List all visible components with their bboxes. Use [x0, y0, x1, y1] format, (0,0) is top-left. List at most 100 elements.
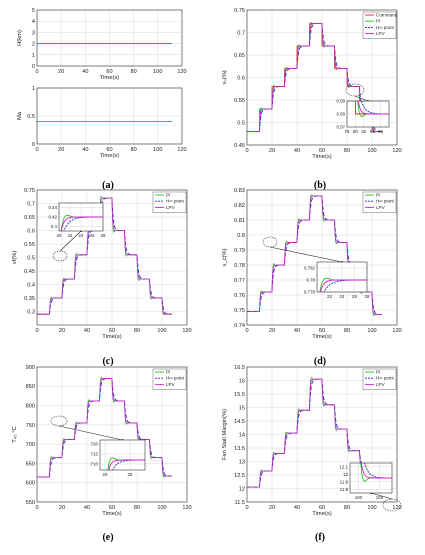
- panel-label-d: (d): [314, 356, 326, 367]
- panel-label-e: (e): [102, 532, 113, 543]
- y-axis-label: νf(%): [12, 251, 18, 265]
- y-tick-label: 0.81: [234, 218, 245, 224]
- x-tick-label: 22: [327, 294, 332, 299]
- legend-entry: LPV: [166, 205, 176, 210]
- y-tick-label: 5: [32, 8, 35, 14]
- x-tick-label: 100: [367, 328, 376, 334]
- y-tick-label: 0.79: [234, 248, 245, 254]
- y-tick-label: 11.8: [340, 487, 349, 492]
- axes-frame: [58, 202, 104, 232]
- x-tick-label: 120: [182, 505, 191, 511]
- axes-f-inset: 100 105 11.8 11.9 12 12.1: [339, 462, 393, 500]
- y-tick-label: 0.42: [48, 215, 57, 220]
- x-tick-label: 120: [177, 147, 186, 153]
- axes-d-inset: 22 24 26 28 0.778 0.78 0.782: [304, 261, 370, 299]
- y-tick-label: 12: [239, 486, 245, 492]
- panel-label-c: (c): [102, 356, 113, 367]
- inset-series-lpv: [319, 279, 367, 292]
- x-tick-label: 80: [344, 505, 350, 511]
- x-tick-label: 84: [370, 129, 375, 134]
- y-tick-label: 0.78: [234, 263, 245, 269]
- y-tick-label: 16: [239, 378, 245, 384]
- axes-e: 0 20 40 60 80 100 120 550 600 650 700 750 800 850 900 T…: [12, 365, 192, 517]
- plot-area: [100, 440, 145, 470]
- x-tick-label: 120: [182, 328, 191, 334]
- axes-e-inset: 20 25 710 715 720: [91, 439, 146, 477]
- y-tick-label: 0.45: [24, 269, 35, 275]
- x-tick-label: 80: [344, 148, 350, 154]
- zoom-arrow: [58, 425, 123, 441]
- axes-b-inset: 78 80 82 84 86 0.57 0.58 0.59: [336, 99, 390, 134]
- x-tick-label: 24: [340, 294, 345, 299]
- x-tick-label: 0: [245, 505, 248, 511]
- x-tick-label: 60: [106, 69, 112, 75]
- y-tick-label: 650: [26, 461, 35, 467]
- axes-d: 0 20 40 60 80 100 120 0.74 0.75 0.76 0.77 0.78 0.79 0…: [222, 188, 402, 340]
- axes-frame: [349, 462, 393, 494]
- y-tick-label: 13: [239, 459, 245, 465]
- axes-frame: [346, 100, 390, 128]
- x-tick-label: 0: [245, 148, 248, 154]
- y-tick-label: 600: [26, 481, 35, 487]
- legend-entry: H∞ point: [166, 199, 185, 204]
- y-tick-label: 0.3: [27, 309, 35, 315]
- y-tick-label: 11.9: [340, 479, 349, 484]
- axes-frame: [246, 9, 398, 146]
- y-tick-label: 12.1: [339, 464, 348, 469]
- zoom-ring: [262, 236, 278, 248]
- x-tick-label: 40: [294, 505, 300, 511]
- x-axis-label: Time(s): [312, 511, 331, 517]
- y-tick-label: 715: [91, 452, 99, 457]
- x-tick-label: 20: [59, 505, 65, 511]
- axes-frame: [36, 87, 183, 145]
- x-axis-label: Time(s): [102, 334, 121, 340]
- x-tick-label: 40: [294, 148, 300, 154]
- y-tick-label: 0.59: [336, 99, 345, 104]
- y-tick-label: 0.65: [234, 53, 245, 59]
- x-axis-label: Time(s): [100, 75, 119, 81]
- legend-entry: PI: [376, 370, 380, 375]
- y-tick-label: 0.55: [234, 98, 245, 104]
- legend-entry: LPV: [166, 382, 176, 387]
- x-tick-label: 78: [345, 129, 350, 134]
- x-tick-label: 25: [128, 472, 133, 477]
- x-tick-label: 0: [35, 505, 38, 511]
- y-tick-label: 0.77: [234, 278, 245, 284]
- y-tick-label: 710: [91, 462, 99, 467]
- x-axis-label: Time(s): [102, 511, 121, 517]
- x-tick-label: 0: [245, 328, 248, 334]
- y-tick-label: 0.8: [237, 233, 245, 239]
- y-tick-label: 13.5: [234, 446, 245, 452]
- y-tick-label: 0.65: [24, 215, 35, 221]
- x-tick-label: 20: [58, 147, 64, 153]
- x-tick-label: 20: [103, 472, 108, 477]
- y-tick-label: 0.782: [304, 266, 316, 271]
- x-tick-label: 100: [153, 147, 162, 153]
- y-tick-label: 0.55: [24, 242, 35, 248]
- x-tick-label: 60: [109, 505, 115, 511]
- inset-series-lpv: [357, 101, 389, 115]
- x-tick-label: 40: [294, 328, 300, 334]
- y-tick-label: 12: [343, 472, 348, 477]
- x-tick-label: 100: [157, 505, 166, 511]
- y-tick-label: 0.5: [27, 114, 35, 120]
- x-tick-label: 120: [392, 148, 401, 154]
- y-tick-label: 0.58: [336, 112, 345, 117]
- x-tick-label: 80: [344, 328, 350, 334]
- y-tick-label: 0.75: [234, 308, 245, 314]
- x-tick-label: 40: [82, 69, 88, 75]
- y-tick-label: 16.5: [234, 365, 245, 371]
- y-tick-label: 0.82: [234, 203, 245, 209]
- x-tick-label: 20: [59, 328, 65, 334]
- x-tick-label: 80: [131, 69, 137, 75]
- y-axis-label: Fan Stall Margin(%): [222, 409, 228, 460]
- inset-series-lpv: [60, 216, 103, 231]
- x-tick-label: 120: [392, 328, 401, 334]
- x-tick-label: 28: [365, 294, 370, 299]
- y-tick-label: 0.5: [27, 255, 35, 261]
- y-tick-label: 700: [26, 442, 35, 448]
- legend-box: [362, 11, 397, 39]
- legend-entry: LPV: [376, 205, 386, 210]
- y-tick-label: 0.6: [27, 228, 35, 234]
- axes-c: 0 20 40 60 80 100 120 0.3 0.35 0.4 0.45 0.5 0.55 0.6 0…: [12, 188, 192, 340]
